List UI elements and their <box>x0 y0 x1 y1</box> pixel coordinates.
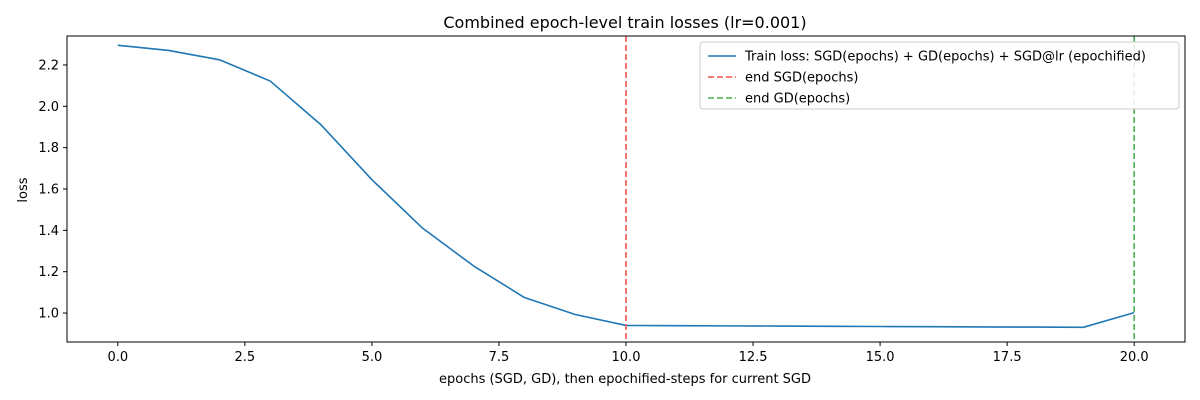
x-axis-label: epochs (SGD, GD), then epochified-steps … <box>439 372 811 387</box>
x-tick-label: 2.5 <box>235 350 256 365</box>
y-tick-label: 2.0 <box>38 100 59 115</box>
x-tick-label: 15.0 <box>866 350 895 365</box>
y-tick-label: 1.4 <box>38 224 59 239</box>
legend: Train loss: SGD(epochs) + GD(epochs) + S… <box>700 42 1179 109</box>
y-tick-label: 1.2 <box>38 265 59 280</box>
legend-label-1: end SGD(epochs) <box>745 71 858 86</box>
y-tick-label: 1.6 <box>38 183 59 198</box>
y-axis: 1.0 1.2 1.4 1.6 1.8 2.0 2.2 <box>38 58 67 321</box>
x-tick-label: 0.0 <box>107 350 128 365</box>
x-axis: 0.0 2.5 5.0 7.5 10.0 12.5 15.0 17.5 20.0 <box>107 342 1148 365</box>
x-tick-label: 10.0 <box>612 350 641 365</box>
y-tick-label: 2.2 <box>38 58 59 73</box>
y-axis-label: loss <box>16 177 31 202</box>
x-tick-label: 17.5 <box>993 350 1022 365</box>
chart-title: Combined epoch-level train losses (lr=0.… <box>443 13 806 32</box>
x-tick-label: 5.0 <box>362 350 383 365</box>
y-tick-label: 1.0 <box>38 307 59 322</box>
x-tick-label: 7.5 <box>489 350 510 365</box>
legend-label-0: Train loss: SGD(epochs) + GD(epochs) + S… <box>744 50 1146 65</box>
legend-label-2: end GD(epochs) <box>745 92 850 107</box>
x-tick-label: 20.0 <box>1120 350 1149 365</box>
x-tick-label: 12.5 <box>739 350 768 365</box>
y-tick-label: 1.8 <box>38 141 59 156</box>
